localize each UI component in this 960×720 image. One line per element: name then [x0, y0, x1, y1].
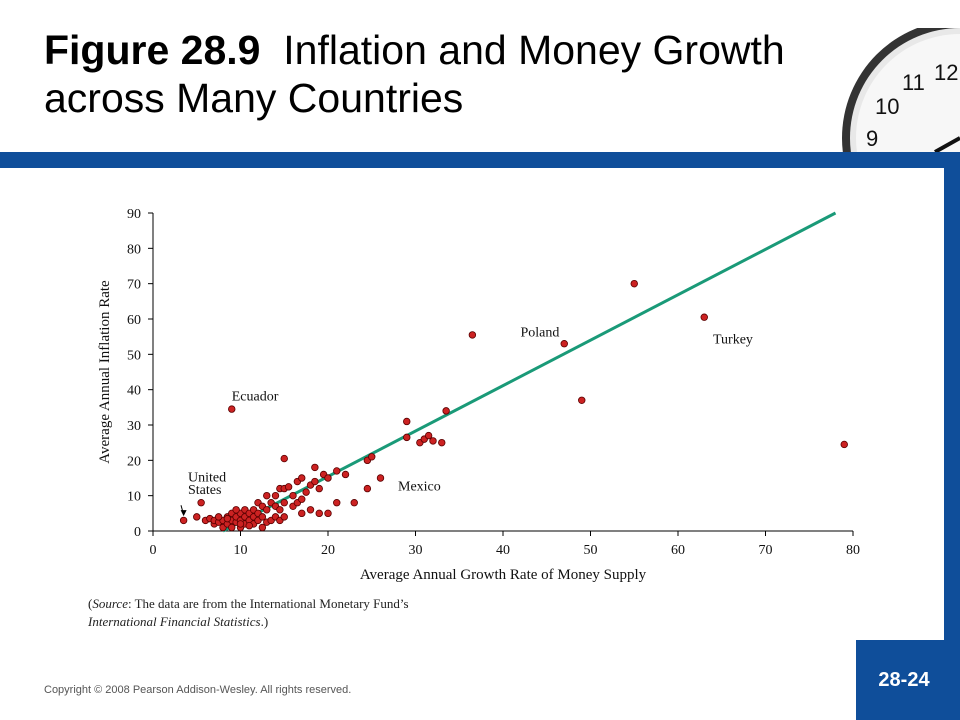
data-point — [311, 463, 319, 472]
y-tick-label: 60 — [127, 313, 141, 328]
data-point — [280, 513, 288, 521]
data-point — [306, 506, 315, 514]
slide-number-box: 28-24 — [856, 640, 960, 720]
data-point — [276, 506, 284, 514]
y-tick-label: 0 — [134, 525, 141, 540]
x-tick-label: 40 — [496, 543, 510, 558]
point-annotation: Poland — [521, 326, 560, 341]
y-tick-label: 80 — [127, 242, 141, 257]
point-annotation: Ecuador — [232, 389, 279, 404]
data-point — [232, 506, 240, 514]
data-point — [236, 520, 245, 528]
data-point — [424, 431, 433, 440]
data-point — [284, 483, 293, 491]
source-publication: International Financial Statistics — [88, 614, 261, 629]
data-point — [560, 340, 568, 348]
y-tick-label: 20 — [127, 454, 141, 469]
point-annotation: Turkey — [713, 333, 753, 348]
data-point — [350, 499, 358, 507]
data-point — [197, 499, 205, 507]
data-point — [468, 331, 477, 339]
data-point — [228, 405, 236, 413]
y-tick-label: 70 — [127, 278, 141, 293]
y-tick-label: 40 — [127, 384, 141, 399]
data-point — [315, 509, 323, 518]
data-point — [315, 484, 323, 493]
svg-text:12: 12 — [934, 60, 958, 85]
data-point — [630, 279, 638, 288]
data-point — [403, 417, 411, 426]
figure-title: Inflation and Money Growth across Many C… — [44, 27, 785, 121]
clock-image: 12 11 10 9 — [830, 28, 960, 152]
source-label: Source — [92, 596, 128, 611]
side-band — [944, 152, 960, 720]
x-tick-label: 10 — [234, 543, 248, 558]
x-tick-label: 50 — [584, 543, 598, 558]
y-tick-label: 90 — [127, 207, 141, 222]
svg-text:11: 11 — [902, 70, 925, 95]
data-point — [228, 523, 236, 532]
data-point — [438, 438, 446, 447]
data-point — [376, 474, 385, 482]
data-point — [578, 396, 586, 404]
data-point — [429, 437, 437, 445]
source-note-line2: International Financial Statistics.) — [88, 614, 269, 629]
data-point — [298, 495, 306, 503]
x-tick-label: 60 — [671, 543, 685, 558]
point-annotation: States — [188, 483, 221, 498]
data-point — [324, 509, 332, 518]
data-point — [333, 499, 341, 507]
data-point — [214, 513, 223, 521]
data-point — [245, 522, 253, 530]
figure-number: Figure 28.9 — [44, 27, 261, 73]
x-tick-label: 0 — [150, 543, 157, 558]
data-point — [263, 506, 271, 514]
data-point — [368, 453, 376, 461]
x-tick-label: 30 — [409, 543, 423, 558]
scatter-chart: 0 10 20 30 40 50 60 70 80 0 10 20 30 40 50 60 70 80 90 Aver… — [97, 207, 860, 583]
x-tick-label: 80 — [846, 543, 860, 558]
data-point — [263, 491, 271, 500]
data-point — [271, 491, 280, 500]
source-note-line1: (Source: The data are from the Internati… — [88, 596, 409, 611]
slide-number: 28-24 — [878, 669, 930, 691]
x-tick-label: 20 — [321, 543, 335, 558]
x-tick-label: 70 — [759, 543, 773, 558]
svg-text:10: 10 — [875, 94, 899, 119]
data-point — [302, 488, 310, 496]
data-point — [258, 513, 267, 521]
data-point — [840, 440, 848, 449]
data-point — [403, 433, 411, 442]
data-point — [311, 477, 319, 486]
data-point — [341, 470, 350, 479]
data-point — [333, 467, 341, 475]
annotation-arrowhead — [180, 510, 187, 517]
data-point — [289, 491, 297, 500]
data-point — [363, 484, 372, 493]
data-point — [324, 474, 332, 482]
data-point — [298, 474, 306, 482]
data-point — [258, 523, 267, 532]
y-tick-label: 30 — [127, 419, 141, 434]
point-annotation: United — [188, 471, 226, 486]
y-axis-label: Average Annual Inflation Rate — [97, 280, 113, 464]
data-point — [700, 313, 708, 321]
y-tick-label: 50 — [127, 348, 141, 363]
copyright-text: Copyright © 2008 Pearson Addison-Wesley.… — [44, 684, 352, 696]
data-point — [223, 514, 232, 523]
data-point — [179, 516, 188, 525]
data-point — [280, 499, 288, 507]
x-axis-label: Average Annual Growth Rate of Money Supp… — [360, 567, 647, 583]
point-annotation: Mexico — [398, 479, 441, 494]
header-band — [0, 152, 960, 168]
svg-text:9: 9 — [866, 126, 878, 151]
data-point — [298, 509, 306, 518]
data-point — [193, 513, 201, 521]
data-point — [280, 454, 288, 463]
y-tick-label: 10 — [127, 490, 141, 505]
data-point — [442, 407, 450, 415]
page-title: Figure 28.9 Inflation and Money Growth a… — [44, 26, 804, 122]
